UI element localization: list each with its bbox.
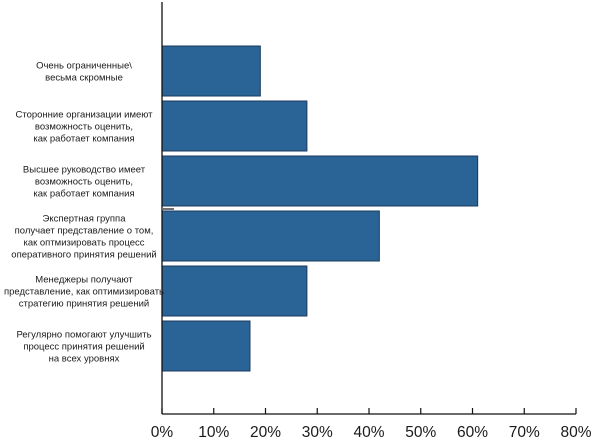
category-label-line: Очень ограниченные\ [36, 61, 132, 72]
category-label-line: Высшее руководство имеет [23, 165, 146, 176]
x-tick-label: 30% [302, 424, 333, 441]
category-label-6: Регулярно помогают улучшить процесс приня… [16, 330, 151, 365]
bar-4 [161, 210, 380, 262]
category-label-line: Сторонние организации имеют [15, 110, 153, 121]
x-tick-label: 50% [405, 424, 436, 441]
x-tick-label: 70% [509, 424, 540, 441]
category-label-1: Очень ограниченные\ весьма скромные [36, 61, 132, 84]
category-label-line: возможность оценить, [35, 177, 133, 188]
x-tick-label: 60% [457, 424, 488, 441]
category-label-line: Менеджеры получают [35, 275, 133, 286]
category-label-line: Экспертная группа [43, 214, 127, 225]
x-tick-label: 20% [250, 424, 281, 441]
category-label-line: как работает компания [33, 134, 134, 145]
x-tick-label: 40% [353, 424, 384, 441]
category-label-line: на всех уровнях [49, 354, 120, 365]
bar-3 [161, 155, 479, 207]
category-label-line: представление, как оптимизировать [4, 287, 164, 298]
bar-5 [161, 265, 308, 317]
category-label-line: стратегию принятия решений [19, 299, 149, 310]
bars-group [161, 45, 479, 372]
x-tick-label: 80% [560, 424, 591, 441]
category-label-line: как работает компания [33, 189, 134, 200]
category-label-line: оперативного принятия решений [11, 250, 156, 261]
bar-1 [161, 45, 261, 97]
category-label-2: Сторонние организации имеют возможность о… [15, 110, 153, 145]
category-label-5: Менеджеры получают представление, как опт… [4, 275, 164, 310]
category-label-line: получает представление о том, [15, 226, 154, 237]
category-label-line: весьма скромные [45, 73, 123, 84]
category-label-line: Регулярно помогают улучшить [16, 330, 151, 341]
bar-2 [161, 100, 308, 152]
x-ticks-group: 0% 10% 20% 30% 40% 50% 60% 70% 80% [151, 408, 592, 441]
x-tick-label: 0% [151, 424, 174, 441]
bar-6 [161, 320, 251, 372]
x-tick-label: 10% [198, 424, 229, 441]
category-label-line: как оптмизировать процесс [23, 238, 144, 249]
category-labels-group: Очень ограниченные\ весьма скромные Сторон… [4, 61, 164, 365]
category-label-line: процесс принятия решений [23, 342, 144, 353]
category-label-4: Экспертная группа получает представление … [11, 214, 156, 261]
category-label-line: возможность оценить, [35, 122, 133, 133]
category-label-3: Высшее руководство имеет возможность оцен… [23, 165, 146, 200]
